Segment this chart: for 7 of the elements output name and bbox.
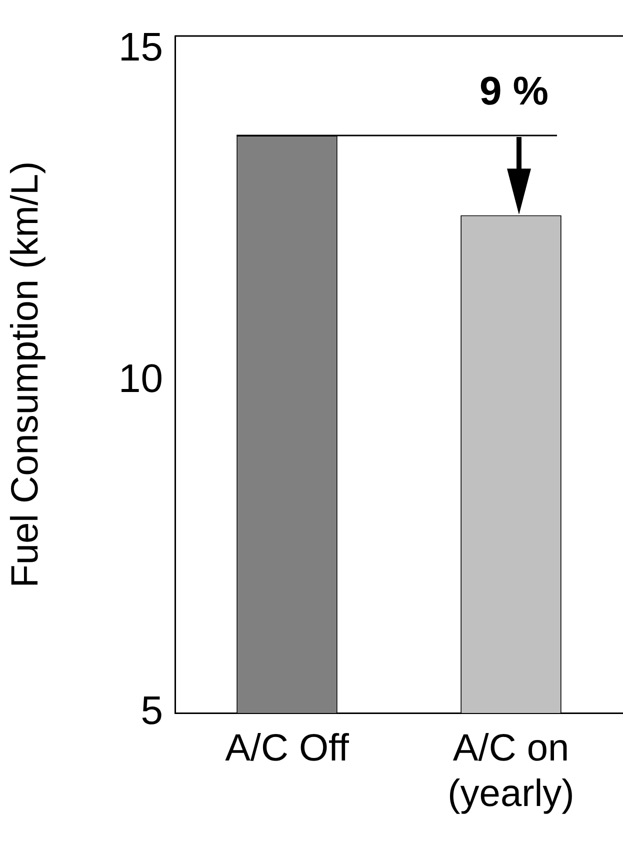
annotation: 9 % — [480, 70, 548, 114]
y-tick-label: 10 — [118, 357, 163, 402]
y-axis-title: Fuel Consumption (km/L) — [4, 161, 46, 588]
y-tick-label: 5 — [140, 689, 163, 734]
x-tick-label: A/C Off — [225, 727, 350, 770]
x-tick-label: A/C on (yearly) — [448, 727, 574, 815]
y-tick-label: 15 — [118, 25, 163, 70]
